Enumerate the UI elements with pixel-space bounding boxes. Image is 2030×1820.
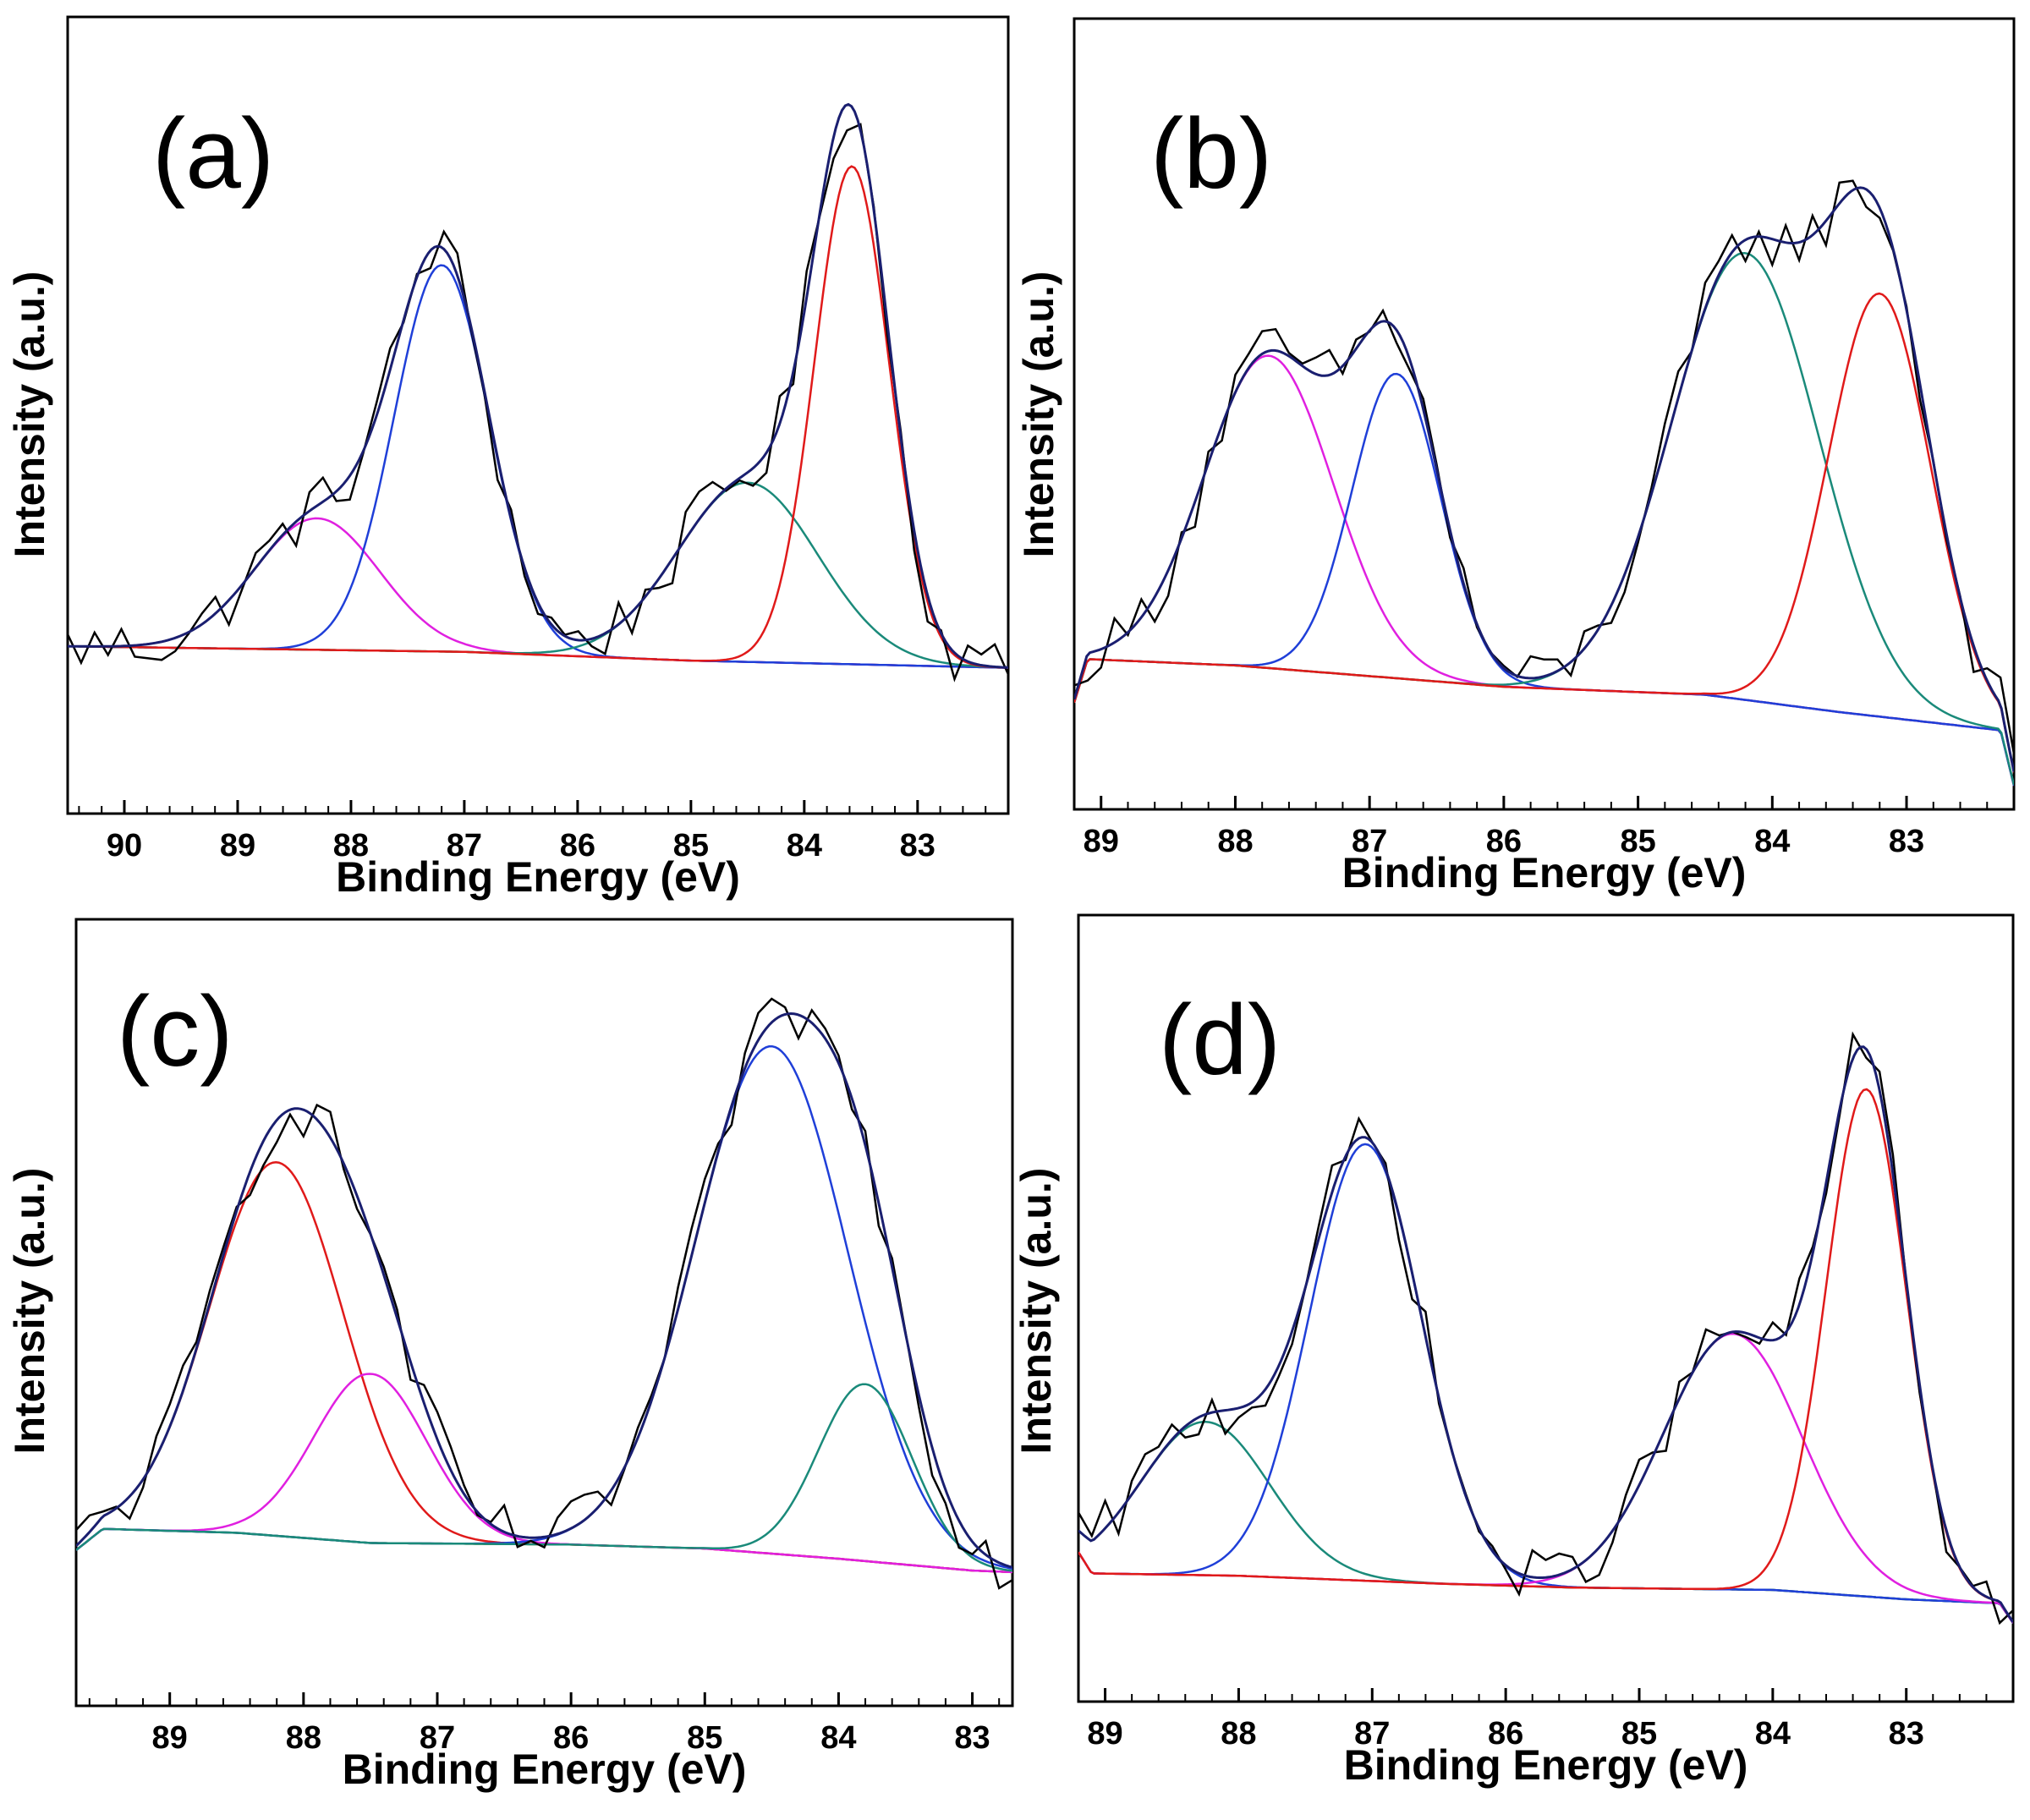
- x-tick-label: 89: [220, 828, 255, 863]
- x-tick-label: 89: [1087, 1716, 1122, 1751]
- plot-frame: [1077, 913, 2015, 1703]
- x-tick-label: 87: [1352, 824, 1387, 859]
- fit-component-3: [76, 1044, 1012, 1571]
- fit-component-2: [68, 264, 1008, 669]
- x-tick-label: 85: [687, 1720, 722, 1756]
- fit-envelope: [76, 1011, 1012, 1569]
- fit-component-1: [68, 517, 1008, 669]
- x-tick-label: 84: [1754, 824, 1790, 859]
- x-tick-label: 84: [1755, 1716, 1791, 1751]
- y-axis-title: Intensity (a.u.): [6, 1168, 53, 1455]
- raw-spectrum: [1078, 1031, 2013, 1625]
- panel-c: 89 88 87 86 85 84 83 Binding Energy (eV) Intensi…: [6, 918, 1014, 1793]
- x-tick-label: 83: [900, 828, 935, 863]
- x-tick-label: 83: [954, 1720, 990, 1756]
- fit-component-3: [1074, 251, 2014, 786]
- x-tick-label: 87: [420, 1720, 455, 1756]
- x-tick-label: 84: [787, 828, 822, 863]
- x-tick-label: 87: [1354, 1716, 1390, 1751]
- fit-component-1: [76, 1160, 1012, 1574]
- fit-component-2: [76, 1373, 1012, 1574]
- raw-spectrum: [1074, 179, 2014, 754]
- fit-component-4: [68, 165, 1008, 669]
- x-tick-label: 84: [820, 1720, 856, 1756]
- panel-d: 89 88 87 86 85 84 83 Binding Energy (eV) Intensi…: [1012, 913, 2015, 1789]
- x-tick-label: 87: [447, 828, 482, 863]
- fit-envelope: [1074, 186, 2014, 772]
- panel-label: (a): [152, 98, 274, 210]
- y-axis-title: Intensity (a.u.): [1012, 1168, 1060, 1455]
- x-axis-title: Binding Energy (eV): [336, 853, 740, 901]
- x-tick-label: 85: [1621, 1716, 1657, 1751]
- x-axis-title: Binding Energy (eV): [1342, 849, 1747, 896]
- panel-b: 89 88 87 86 85 84 83 Binding Energy (eV) Intensi…: [1015, 17, 2016, 896]
- x-tick-label: 86: [1488, 1716, 1523, 1751]
- panel-label: (b): [1150, 98, 1272, 210]
- fit-component-1: [1078, 1421, 2013, 1624]
- panel-a: 90 89 88 87 86 85 84 83 Binding Energy (eV) Inten…: [6, 15, 1010, 901]
- x-tick-label: 86: [1486, 824, 1522, 859]
- plot-frame: [66, 15, 1010, 815]
- fit-component-4: [1074, 292, 2014, 773]
- fit-component-3: [1078, 1332, 2013, 1624]
- fit-component-4: [1078, 1088, 2013, 1623]
- plot-frame: [1073, 17, 2016, 811]
- fit-component-3: [68, 481, 1008, 669]
- x-tick-label: 86: [560, 828, 595, 863]
- panel-label: (c): [117, 976, 233, 1088]
- raw-spectrum: [68, 123, 1008, 682]
- y-axis-title: Intensity (a.u.): [1015, 271, 1062, 558]
- x-tick-label: 83: [1889, 1716, 1924, 1751]
- x-tick-label: 86: [553, 1720, 589, 1756]
- fit-envelope: [1078, 1045, 2013, 1624]
- panel-label: (d): [1159, 984, 1281, 1096]
- x-tick-label: 85: [673, 828, 709, 863]
- x-tick-label: 89: [1084, 824, 1119, 859]
- x-tick-label: 90: [107, 828, 142, 863]
- x-tick-label: 89: [152, 1720, 188, 1756]
- fit-component-2: [1078, 1143, 2013, 1624]
- y-axis-title: Intensity (a.u.): [6, 271, 53, 558]
- background-baseline: [76, 1527, 1012, 1574]
- x-tick-label: 85: [1620, 824, 1655, 859]
- x-tick-label: 88: [1217, 824, 1253, 859]
- x-tick-label: 88: [286, 1720, 321, 1756]
- fit-component-1: [1074, 354, 2014, 787]
- x-tick-label: 83: [1889, 824, 1924, 859]
- x-tick-label: 88: [1221, 1716, 1256, 1751]
- x-tick-label: 88: [333, 828, 369, 863]
- x-axis-title: Binding Energy (eV): [1344, 1741, 1748, 1789]
- fit-component-2: [1074, 372, 2014, 787]
- x-axis-title: Binding Energy (eV): [343, 1746, 747, 1793]
- fit-envelope: [68, 102, 1008, 669]
- fit-component-4: [76, 1383, 1012, 1572]
